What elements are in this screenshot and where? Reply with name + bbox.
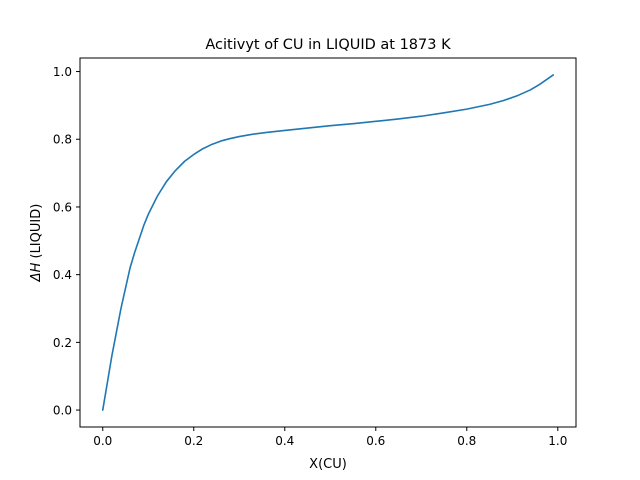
x-axis-ticks: 0.0 0.2 0.4 0.6 0.8 1.0 [93, 427, 567, 448]
y-tick-label: 0.0 [53, 404, 72, 418]
x-tick-label: 0.2 [184, 434, 203, 448]
plot-area-frame [79, 57, 577, 428]
x-axis-label: X(CU) [309, 457, 347, 472]
y-tick-label: 0.2 [53, 336, 72, 350]
y-axis-label: ΔH (LIQUID) [29, 204, 44, 283]
y-tick-label: 0.6 [53, 200, 72, 214]
series-layer [101, 74, 555, 411]
y-axis-label-symbol: ΔH [29, 262, 44, 282]
y-axis-ticks: 0.0 0.2 0.4 0.6 0.8 1.0 [53, 65, 80, 418]
series-line [101, 74, 555, 411]
x-tick-label: 0.6 [366, 434, 385, 448]
x-tick-label: 1.0 [548, 434, 567, 448]
x-tick-label: 0.4 [275, 434, 294, 448]
y-tick-label: 1.0 [53, 65, 72, 79]
x-tick-label: 0.0 [93, 434, 112, 448]
y-axis-label-suffix: (LIQUID) [29, 204, 44, 263]
chart-title: Acitivyt of CU in LIQUID at 1873 K [205, 37, 451, 53]
y-tick-label: 0.8 [53, 133, 72, 147]
y-tick-label: 0.4 [53, 268, 72, 282]
x-tick-label: 0.8 [457, 434, 476, 448]
